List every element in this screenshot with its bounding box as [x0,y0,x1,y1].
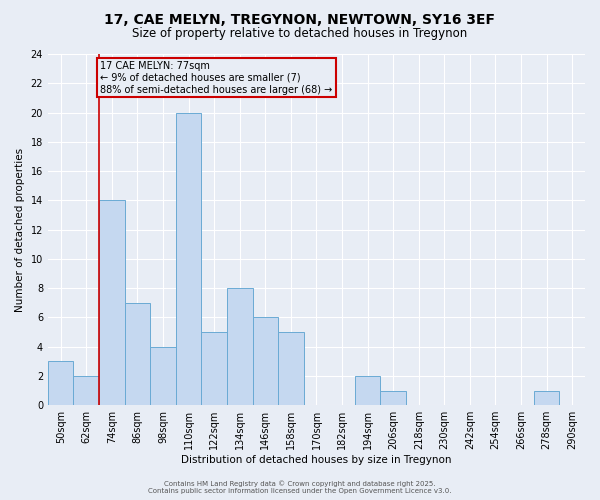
Bar [125,303,150,405]
Bar [73,376,99,405]
Bar [227,288,253,405]
Text: 17 CAE MELYN: 77sqm
← 9% of detached houses are smaller (7)
88% of semi-detached: 17 CAE MELYN: 77sqm ← 9% of detached hou… [100,62,332,94]
Bar [150,346,176,405]
Bar [380,390,406,405]
Bar [355,376,380,405]
Bar [176,112,202,405]
Bar [48,362,73,405]
Bar [202,332,227,405]
Bar [99,200,125,405]
X-axis label: Distribution of detached houses by size in Tregynon: Distribution of detached houses by size … [181,455,452,465]
Y-axis label: Number of detached properties: Number of detached properties [15,148,25,312]
Text: Contains HM Land Registry data © Crown copyright and database right 2025.
Contai: Contains HM Land Registry data © Crown c… [148,480,452,494]
Text: Size of property relative to detached houses in Tregynon: Size of property relative to detached ho… [133,28,467,40]
Bar [534,390,559,405]
Bar [278,332,304,405]
Bar [253,318,278,405]
Text: 17, CAE MELYN, TREGYNON, NEWTOWN, SY16 3EF: 17, CAE MELYN, TREGYNON, NEWTOWN, SY16 3… [104,12,496,26]
